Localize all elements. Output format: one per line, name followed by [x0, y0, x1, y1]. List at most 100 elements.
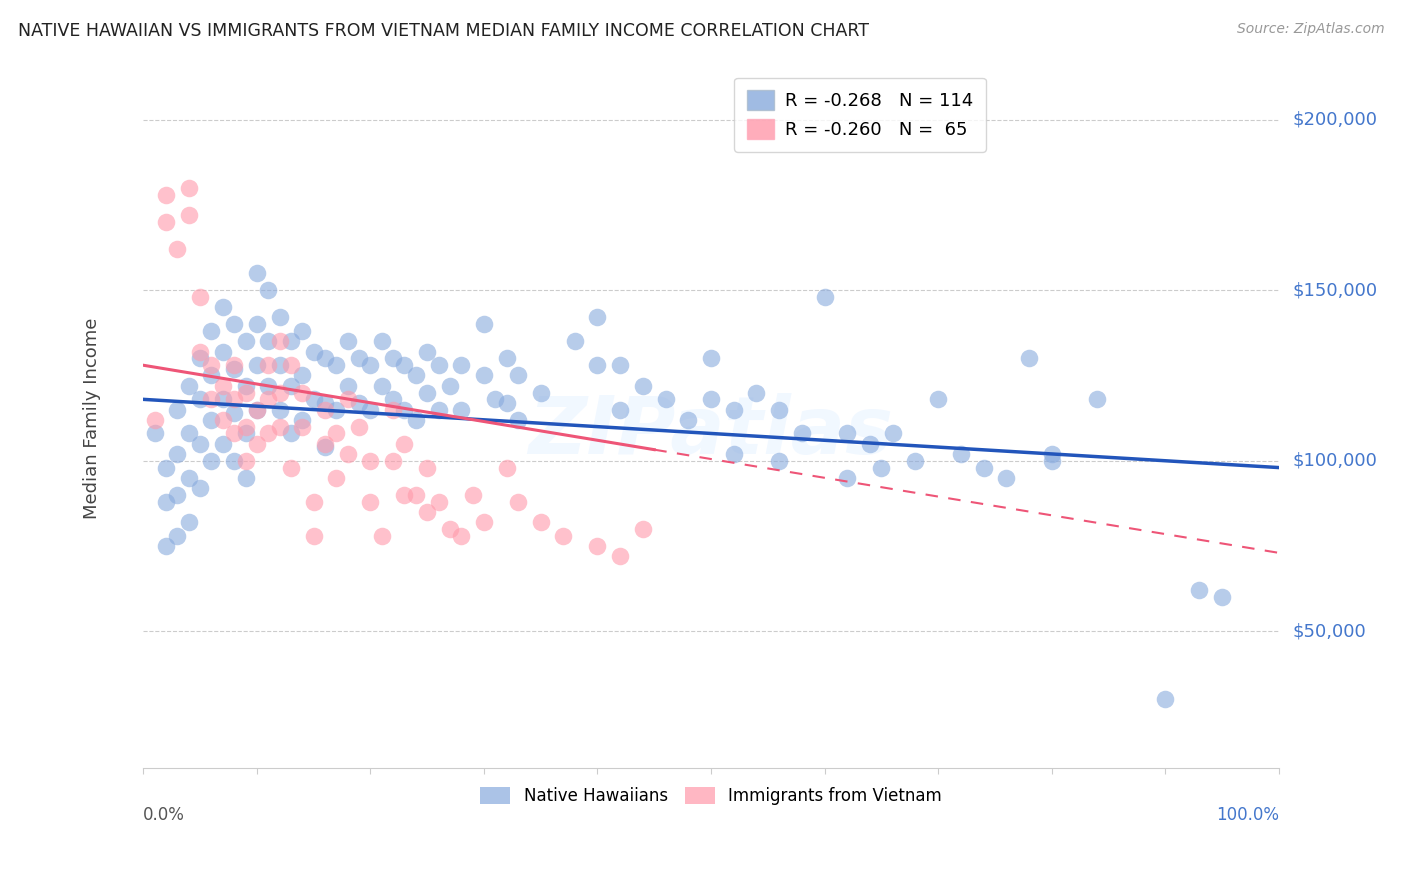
- Point: [188, 392, 211, 407]
- Point: [336, 378, 359, 392]
- Point: [586, 539, 609, 553]
- Point: [472, 318, 495, 332]
- Text: $150,000: $150,000: [1292, 281, 1378, 299]
- Text: $100,000: $100,000: [1292, 451, 1378, 470]
- Point: [280, 358, 302, 372]
- Point: [155, 494, 177, 508]
- Point: [269, 310, 291, 325]
- Point: [870, 460, 893, 475]
- Point: [314, 436, 336, 450]
- Point: [291, 368, 314, 383]
- Point: [325, 426, 347, 441]
- Point: [484, 392, 506, 407]
- Text: 0.0%: 0.0%: [143, 806, 186, 824]
- Point: [302, 344, 325, 359]
- Point: [394, 488, 416, 502]
- Point: [472, 368, 495, 383]
- Point: [495, 460, 517, 475]
- Point: [472, 515, 495, 529]
- Point: [325, 471, 347, 485]
- Point: [1154, 692, 1177, 706]
- Point: [371, 378, 394, 392]
- Point: [837, 426, 859, 441]
- Point: [200, 358, 222, 372]
- Point: [155, 187, 177, 202]
- Point: [177, 378, 200, 392]
- Point: [882, 426, 904, 441]
- Point: [700, 351, 723, 366]
- Point: [813, 290, 835, 304]
- Text: ZIPatlas: ZIPatlas: [529, 393, 894, 471]
- Point: [371, 334, 394, 349]
- Point: [291, 385, 314, 400]
- Point: [949, 447, 972, 461]
- Point: [609, 358, 631, 372]
- Point: [609, 549, 631, 564]
- Point: [359, 494, 381, 508]
- Point: [224, 361, 246, 376]
- Point: [609, 402, 631, 417]
- Point: [280, 378, 302, 392]
- Point: [235, 378, 257, 392]
- Point: [530, 515, 553, 529]
- Point: [405, 368, 427, 383]
- Point: [166, 402, 188, 417]
- Point: [394, 402, 416, 417]
- Point: [246, 318, 269, 332]
- Point: [450, 529, 472, 543]
- Point: [450, 402, 472, 417]
- Point: [325, 358, 347, 372]
- Point: [564, 334, 586, 349]
- Point: [269, 334, 291, 349]
- Point: [302, 529, 325, 543]
- Point: [314, 351, 336, 366]
- Point: [405, 488, 427, 502]
- Point: [382, 402, 405, 417]
- Point: [200, 392, 222, 407]
- Point: [631, 378, 654, 392]
- Point: [837, 471, 859, 485]
- Point: [188, 481, 211, 495]
- Point: [347, 396, 370, 410]
- Point: [235, 426, 257, 441]
- Point: [211, 344, 233, 359]
- Point: [314, 402, 336, 417]
- Point: [416, 385, 439, 400]
- Point: [166, 447, 188, 461]
- Point: [188, 290, 211, 304]
- Point: [439, 522, 461, 536]
- Point: [1211, 590, 1233, 604]
- Point: [177, 471, 200, 485]
- Point: [405, 413, 427, 427]
- Point: [394, 436, 416, 450]
- Point: [336, 392, 359, 407]
- Point: [257, 283, 280, 297]
- Point: [269, 358, 291, 372]
- Point: [188, 351, 211, 366]
- Point: [745, 385, 768, 400]
- Point: [177, 208, 200, 222]
- Point: [211, 300, 233, 314]
- Point: [188, 436, 211, 450]
- Point: [790, 426, 813, 441]
- Point: [269, 402, 291, 417]
- Point: [224, 406, 246, 420]
- Text: 100.0%: 100.0%: [1216, 806, 1278, 824]
- Point: [450, 358, 472, 372]
- Point: [246, 266, 269, 280]
- Point: [269, 419, 291, 434]
- Point: [246, 402, 269, 417]
- Point: [973, 460, 995, 475]
- Point: [302, 494, 325, 508]
- Point: [416, 460, 439, 475]
- Point: [224, 318, 246, 332]
- Text: Source: ZipAtlas.com: Source: ZipAtlas.com: [1237, 22, 1385, 37]
- Point: [188, 344, 211, 359]
- Point: [495, 351, 517, 366]
- Point: [347, 351, 370, 366]
- Point: [427, 494, 450, 508]
- Point: [336, 447, 359, 461]
- Point: [631, 522, 654, 536]
- Point: [280, 334, 302, 349]
- Point: [224, 392, 246, 407]
